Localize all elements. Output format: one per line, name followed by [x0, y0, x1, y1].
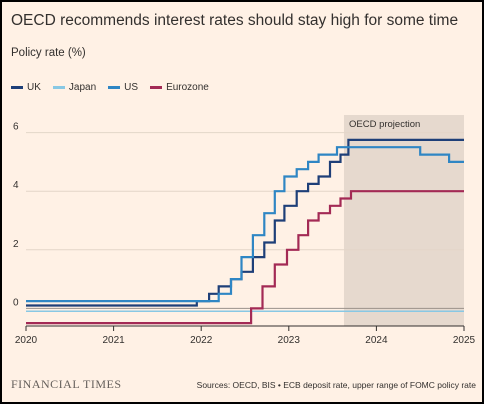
y-tick-label-4: 4: [13, 180, 19, 191]
legend: UK Japan US Eurozone: [11, 82, 209, 93]
series-line-eurozone: [26, 190, 464, 325]
x-tick-label-2020: 2020: [15, 335, 38, 346]
legend-label-eurozone: Eurozone: [166, 82, 209, 93]
legend-swatch-us: [108, 86, 121, 89]
legend-label-us: US: [124, 82, 139, 93]
legend-item-us: US: [108, 82, 138, 93]
x-tick-label-2024: 2024: [365, 335, 388, 346]
legend-item-uk: UK: [11, 82, 41, 93]
legend-item-japan: Japan: [52, 82, 97, 93]
series-line-uk: [26, 138, 464, 307]
x-tick-label-2025: 2025: [453, 335, 476, 346]
chart-title: OECD recommends interest rates should st…: [11, 12, 459, 29]
legend-label-uk: UK: [27, 82, 41, 93]
y-axis-label: Policy rate (%): [11, 47, 86, 59]
legend-label-japan: Japan: [68, 82, 97, 93]
x-tick-label-2023: 2023: [278, 335, 301, 346]
y-tick-label-0: 0: [13, 297, 19, 308]
x-tick-label-2021: 2021: [102, 335, 125, 346]
legend-swatch-japan: [52, 86, 65, 89]
legend-swatch-uk: [11, 86, 23, 89]
legend-item-eurozone: Eurozone: [150, 82, 209, 93]
publisher-logo: FINANCIAL TIMES: [11, 377, 122, 391]
y-tick-label-6: 6: [13, 122, 19, 133]
source-note: Sources: OECD, BIS • ECB deposit rate, u…: [196, 380, 476, 390]
y-tick-label-2: 2: [13, 239, 19, 250]
x-tick-label-2022: 2022: [190, 335, 213, 346]
series-line-us: [26, 146, 464, 303]
projection-label: OECD projection: [349, 119, 420, 130]
legend-swatch-eurozone: [150, 86, 163, 89]
projection-band: [343, 115, 464, 326]
